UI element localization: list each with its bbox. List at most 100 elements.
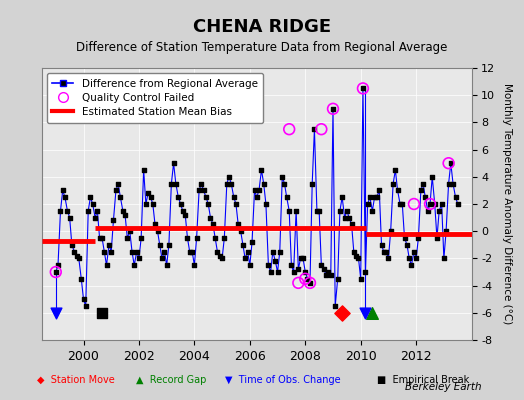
Point bbox=[181, 212, 190, 218]
Point bbox=[59, 187, 67, 194]
Point bbox=[359, 85, 367, 92]
Point bbox=[82, 303, 90, 309]
Point bbox=[361, 310, 369, 316]
Point bbox=[51, 269, 60, 275]
Point bbox=[135, 255, 143, 262]
Point bbox=[86, 194, 95, 200]
Point bbox=[428, 174, 436, 180]
Point bbox=[98, 235, 106, 241]
Point bbox=[128, 248, 136, 255]
Point bbox=[310, 126, 319, 132]
Point bbox=[368, 208, 377, 214]
Point bbox=[405, 255, 413, 262]
Point bbox=[255, 187, 263, 194]
Point bbox=[322, 272, 330, 278]
Point bbox=[114, 180, 122, 187]
Point bbox=[141, 201, 150, 207]
Point bbox=[236, 228, 245, 234]
Point bbox=[379, 248, 388, 255]
Text: CHENA RIDGE: CHENA RIDGE bbox=[193, 18, 331, 36]
Point bbox=[232, 201, 240, 207]
Point bbox=[206, 214, 215, 221]
Point bbox=[274, 269, 282, 275]
Point bbox=[158, 255, 166, 262]
Point bbox=[444, 180, 453, 187]
Point bbox=[51, 310, 60, 316]
Point bbox=[149, 201, 157, 207]
Point bbox=[308, 180, 316, 187]
Point bbox=[354, 255, 363, 262]
Point bbox=[202, 194, 210, 200]
Point bbox=[169, 160, 178, 166]
Point bbox=[98, 310, 106, 316]
Point bbox=[326, 272, 335, 278]
Point bbox=[266, 269, 275, 275]
Point bbox=[183, 235, 192, 241]
Point bbox=[423, 208, 432, 214]
Point bbox=[347, 221, 356, 228]
Point bbox=[350, 248, 358, 255]
Point bbox=[414, 235, 422, 241]
Point bbox=[377, 242, 386, 248]
Point bbox=[382, 248, 390, 255]
Text: ■  Empirical Break: ■ Empirical Break bbox=[377, 375, 470, 385]
Point bbox=[364, 201, 372, 207]
Point bbox=[100, 248, 108, 255]
Point bbox=[271, 258, 279, 264]
Point bbox=[70, 248, 79, 255]
Point bbox=[396, 201, 405, 207]
Point bbox=[352, 252, 360, 259]
Point bbox=[431, 201, 439, 207]
Point bbox=[209, 221, 217, 228]
Point bbox=[451, 194, 460, 200]
Point bbox=[102, 262, 111, 268]
Point bbox=[403, 242, 411, 248]
Point bbox=[444, 160, 453, 166]
Point bbox=[151, 221, 159, 228]
Point bbox=[253, 194, 261, 200]
Point bbox=[264, 262, 272, 268]
Text: ▼  Time of Obs. Change: ▼ Time of Obs. Change bbox=[225, 375, 341, 385]
Point bbox=[410, 201, 418, 207]
Point bbox=[195, 187, 203, 194]
Point bbox=[107, 248, 115, 255]
Point bbox=[197, 180, 205, 187]
Point bbox=[112, 187, 120, 194]
Point bbox=[204, 201, 212, 207]
Point bbox=[109, 217, 117, 224]
Y-axis label: Monthly Temperature Anomaly Difference (°C): Monthly Temperature Anomaly Difference (… bbox=[502, 83, 512, 325]
Point bbox=[227, 180, 235, 187]
Point bbox=[174, 194, 182, 200]
Point bbox=[165, 242, 173, 248]
Point bbox=[257, 167, 266, 173]
Text: Berkeley Earth: Berkeley Earth bbox=[406, 382, 482, 392]
Point bbox=[130, 262, 138, 268]
Point bbox=[449, 180, 457, 187]
Point bbox=[435, 208, 443, 214]
Point bbox=[426, 201, 434, 207]
Point bbox=[294, 266, 302, 272]
Text: Difference of Station Temperature Data from Regional Average: Difference of Station Temperature Data f… bbox=[77, 41, 447, 54]
Legend: Difference from Regional Average, Quality Control Failed, Estimated Station Mean: Difference from Regional Average, Qualit… bbox=[47, 73, 263, 123]
Point bbox=[105, 242, 113, 248]
Point bbox=[359, 85, 367, 92]
Point bbox=[343, 208, 351, 214]
Point bbox=[417, 187, 425, 194]
Point bbox=[329, 106, 337, 112]
Point bbox=[306, 280, 314, 286]
Point bbox=[421, 194, 430, 200]
Point bbox=[133, 248, 141, 255]
Point bbox=[234, 221, 243, 228]
Point bbox=[394, 187, 402, 194]
Point bbox=[223, 180, 231, 187]
Point bbox=[329, 106, 337, 112]
Point bbox=[72, 252, 81, 259]
Point bbox=[225, 174, 233, 180]
Point bbox=[333, 276, 342, 282]
Point bbox=[368, 310, 377, 316]
Point bbox=[324, 269, 332, 275]
Point bbox=[303, 276, 312, 282]
Point bbox=[285, 208, 293, 214]
Point bbox=[287, 262, 296, 268]
Point bbox=[313, 208, 321, 214]
